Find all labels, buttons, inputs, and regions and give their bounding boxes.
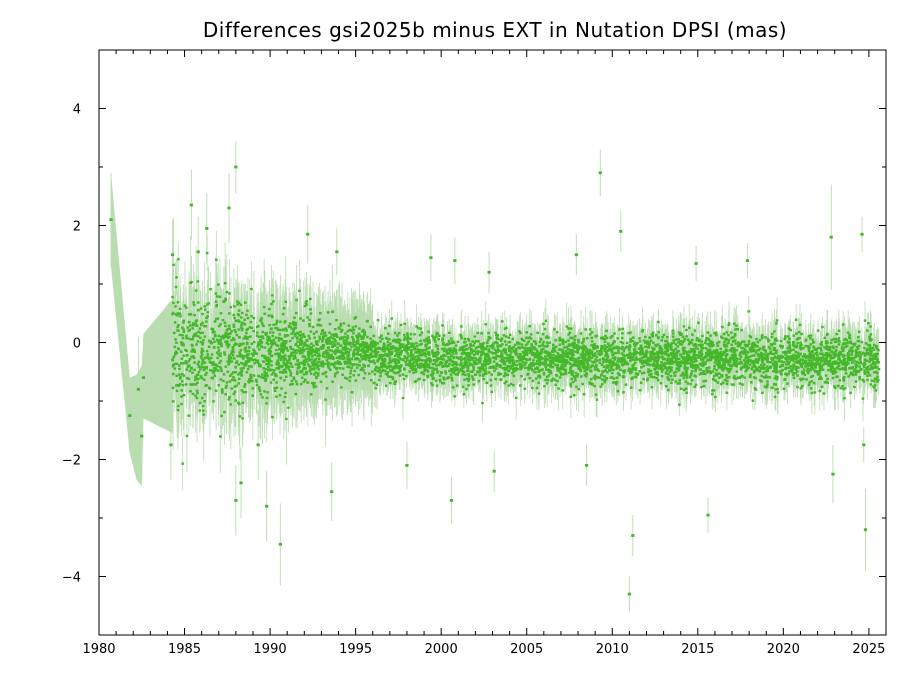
- chart-title: Differences gsi2025b minus EXT in Nutati…: [202, 18, 788, 42]
- early-error-band: [110, 172, 173, 486]
